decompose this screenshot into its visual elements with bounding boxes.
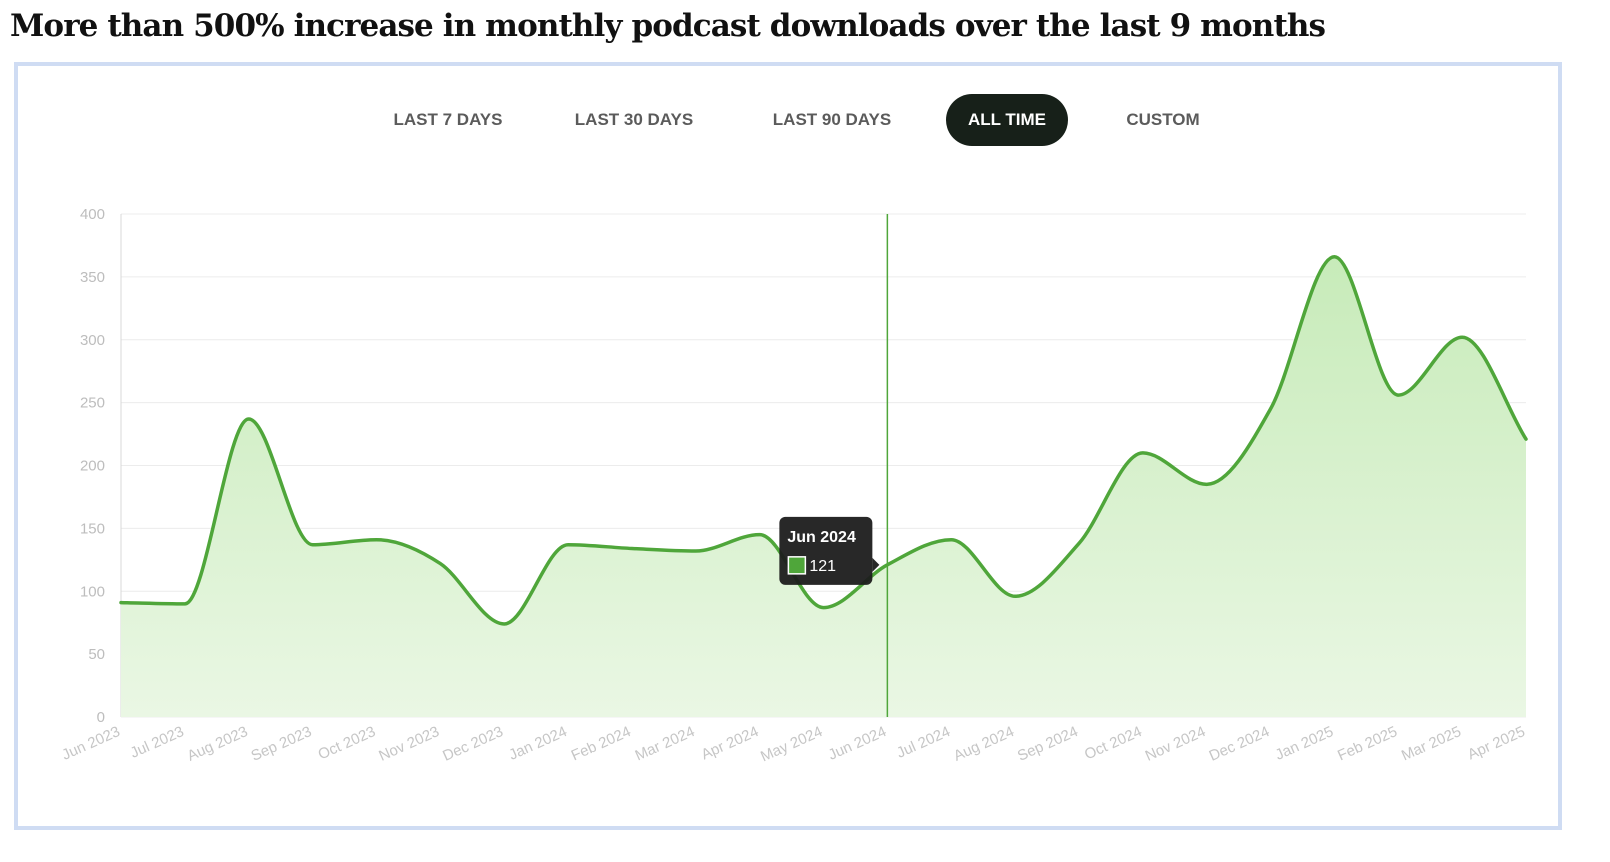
x-tick-label: Jan 2025: [1273, 723, 1336, 764]
tab-last-7-days[interactable]: LAST 7 DAYS: [378, 94, 518, 146]
tooltip-swatch: [787, 556, 807, 575]
x-tick-label: Apr 2024: [699, 723, 762, 763]
x-tick-label: Nov 2023: [376, 723, 442, 765]
tooltip-value: 121: [809, 558, 836, 575]
series-area: [121, 256, 1526, 717]
x-tick-label: Sep 2024: [1015, 723, 1081, 765]
series-line: [119, 255, 1528, 626]
x-tick-label: Jul 2023: [128, 723, 187, 762]
x-tick-label: Jan 2024: [506, 723, 569, 764]
y-axis: 0 50 100 150 200 250 300 350 400: [80, 206, 122, 726]
x-tick-label: Jun 2024: [826, 723, 889, 764]
x-tick-label: Mar 2025: [1399, 723, 1464, 764]
x-tick-label: Nov 2024: [1143, 723, 1209, 765]
x-tick-label: Feb 2024: [569, 723, 634, 764]
y-tick-label: 50: [88, 646, 105, 663]
y-tick-label: 300: [80, 332, 105, 349]
y-tick-label: 200: [80, 458, 105, 475]
tab-last-30-days[interactable]: LAST 30 DAYS: [564, 94, 704, 146]
x-tick-label: Mar 2024: [633, 723, 698, 764]
tooltip-pointer: [872, 557, 880, 572]
x-tick-label: Feb 2025: [1335, 723, 1400, 764]
chart-card: LAST 7 DAYS LAST 30 DAYS LAST 90 DAYS AL…: [14, 62, 1562, 830]
x-tick-label: Oct 2023: [316, 723, 379, 763]
y-tick-label: 250: [80, 395, 105, 412]
y-tick-label: 150: [80, 520, 105, 537]
x-tick-label: Jun 2023: [59, 723, 122, 764]
x-tick-label: Jul 2024: [894, 723, 953, 762]
tab-all-time[interactable]: ALL TIME: [946, 94, 1068, 146]
tab-custom[interactable]: CUSTOM: [1103, 94, 1223, 146]
x-tick-label: Aug 2024: [951, 723, 1017, 765]
y-tick-label: 350: [80, 269, 105, 286]
x-tick-label: Aug 2023: [185, 723, 251, 765]
y-tick-label: 100: [80, 583, 105, 600]
series-area-fill: [121, 256, 1526, 717]
tab-last-90-days[interactable]: LAST 90 DAYS: [762, 94, 902, 146]
tooltip-title: Jun 2024: [787, 529, 856, 546]
x-tick-label: Dec 2023: [440, 723, 506, 765]
series-line-layer: [119, 255, 1528, 626]
x-tick-label: Dec 2024: [1207, 723, 1273, 765]
y-tick-label: 400: [80, 206, 105, 223]
x-tick-label: May 2024: [758, 723, 825, 765]
hover-tooltip: Jun 2024 121: [779, 516, 880, 585]
x-tick-label: Oct 2024: [1082, 723, 1145, 763]
y-tick-label: 0: [97, 709, 105, 726]
x-tick-label: Apr 2025: [1465, 723, 1528, 763]
page-title: More than 500% increase in monthly podca…: [10, 8, 1326, 44]
x-tick-label: Sep 2023: [249, 723, 315, 765]
